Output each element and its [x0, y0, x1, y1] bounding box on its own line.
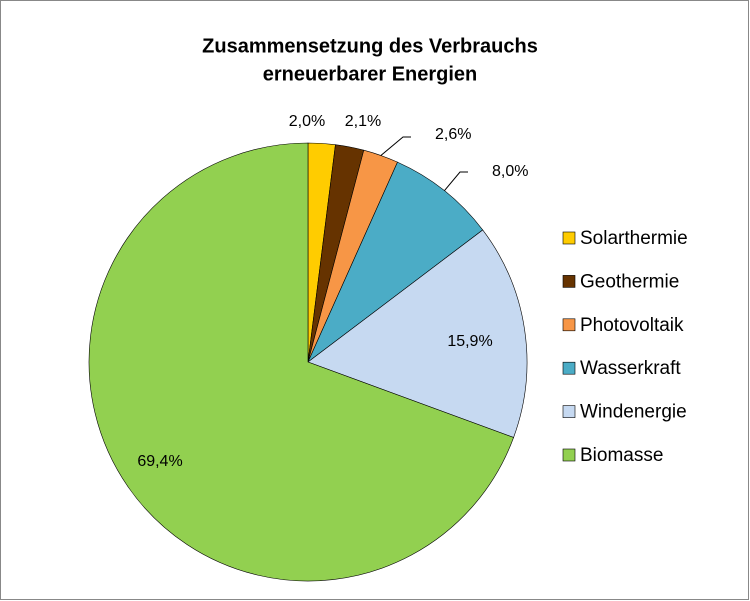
legend-label: Biomasse — [580, 445, 663, 466]
legend-swatch — [562, 448, 576, 462]
chart-title: erneuerbarer Energien — [263, 63, 478, 85]
data-label: 8,0% — [492, 163, 528, 180]
legend-label: Solarthermie — [580, 228, 688, 249]
legend-label: Wasserkraft — [580, 358, 681, 379]
data-label: 2,1% — [345, 113, 381, 130]
legend-swatch — [562, 361, 576, 375]
legend-label: Windenergie — [580, 402, 687, 423]
leader-line — [444, 171, 468, 191]
legend-swatch — [562, 231, 576, 245]
data-label: 69,4% — [137, 453, 182, 470]
pie-slice — [88, 142, 514, 582]
legend-swatch — [562, 275, 576, 288]
data-label: 2,6% — [435, 126, 471, 143]
data-label: 2,0% — [289, 113, 325, 130]
legend-swatch — [562, 318, 576, 332]
legend-label: Photovoltaik — [580, 315, 684, 336]
leader-line — [380, 136, 411, 156]
chart-title: Zusammensetzung des Verbrauchs — [202, 35, 538, 57]
legend-swatch — [562, 405, 576, 418]
pie-slice — [307, 161, 484, 363]
pie-slice — [307, 229, 528, 438]
legend-label: Geothermie — [580, 271, 679, 292]
data-label: 15,9% — [447, 333, 492, 350]
